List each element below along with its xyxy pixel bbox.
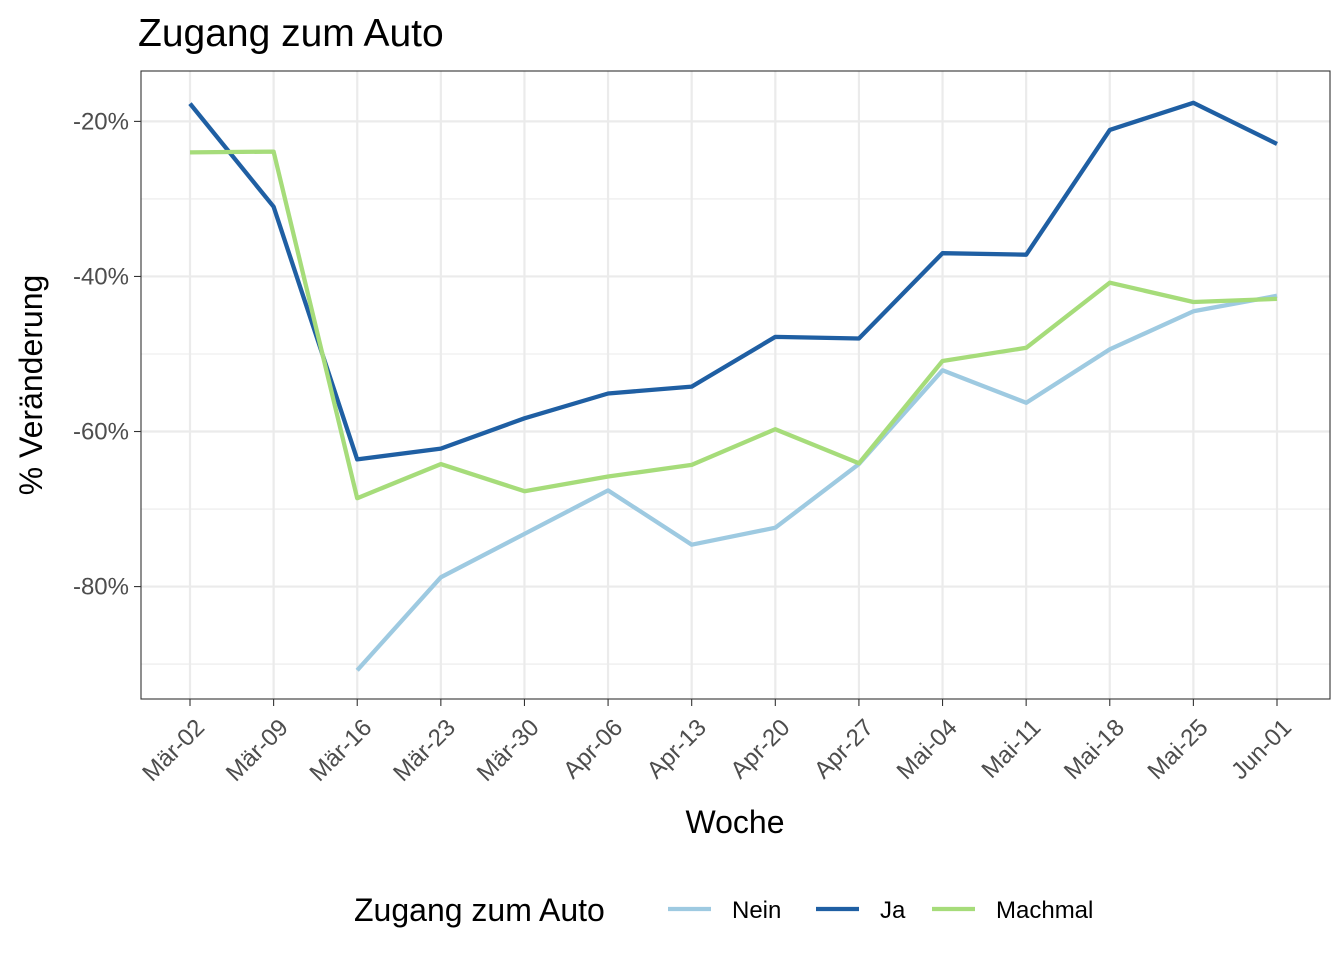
major-gridlines bbox=[141, 71, 1330, 699]
x-tick-label: Mai-11 bbox=[977, 714, 1047, 784]
legend-label-ja: Ja bbox=[880, 897, 906, 924]
series-line-ja bbox=[188, 100, 1278, 462]
plot-panel-border bbox=[140, 70, 1331, 700]
series-line-nein bbox=[355, 293, 1278, 672]
x-axis-title: Woche bbox=[685, 804, 784, 840]
x-tick-label: Apr-13 bbox=[642, 714, 712, 784]
y-tick-label: -20% bbox=[73, 108, 129, 135]
y-axis-title: % Veränderung bbox=[13, 275, 49, 496]
legend-title: Zugang zum Auto bbox=[354, 892, 605, 928]
chart-title: Zugang zum Auto bbox=[138, 12, 444, 55]
x-tick-label: Mär-09 bbox=[221, 714, 294, 787]
y-tick-label: -80% bbox=[73, 574, 129, 601]
x-tick-label: Apr-27 bbox=[809, 714, 879, 784]
y-axis: -20% -40% -60% -80% bbox=[73, 108, 141, 601]
legend-label-machmal: Machmal bbox=[996, 897, 1093, 924]
legend-label-nein: Nein bbox=[732, 897, 781, 924]
y-tick-label: -40% bbox=[73, 263, 129, 290]
series-line-machmal bbox=[189, 149, 1278, 501]
legend: Zugang zum Auto Nein Ja Machmal bbox=[354, 892, 1093, 928]
x-tick-label: Mär-16 bbox=[304, 714, 377, 787]
x-tick-label: Apr-20 bbox=[725, 714, 795, 784]
x-tick-label: Jun-01 bbox=[1226, 714, 1297, 785]
x-tick-label: Mai-18 bbox=[1059, 714, 1130, 785]
x-tick-label: Mai-04 bbox=[892, 714, 963, 785]
minor-gridlines bbox=[141, 198, 1330, 665]
x-tick-label: Apr-06 bbox=[558, 714, 628, 784]
x-tick-label: Mär-02 bbox=[137, 714, 210, 787]
x-axis: Mär-02 Mär-09 Mär-16 Mär-23 Mär-30 Apr-06 Apr-… bbox=[137, 699, 1297, 787]
x-tick-label: Mai-25 bbox=[1143, 714, 1214, 785]
x-tick-label: Mär-30 bbox=[472, 714, 545, 787]
series-lines bbox=[188, 100, 1278, 672]
y-tick-label: -60% bbox=[73, 419, 129, 446]
x-tick-label: Mär-23 bbox=[388, 714, 461, 787]
